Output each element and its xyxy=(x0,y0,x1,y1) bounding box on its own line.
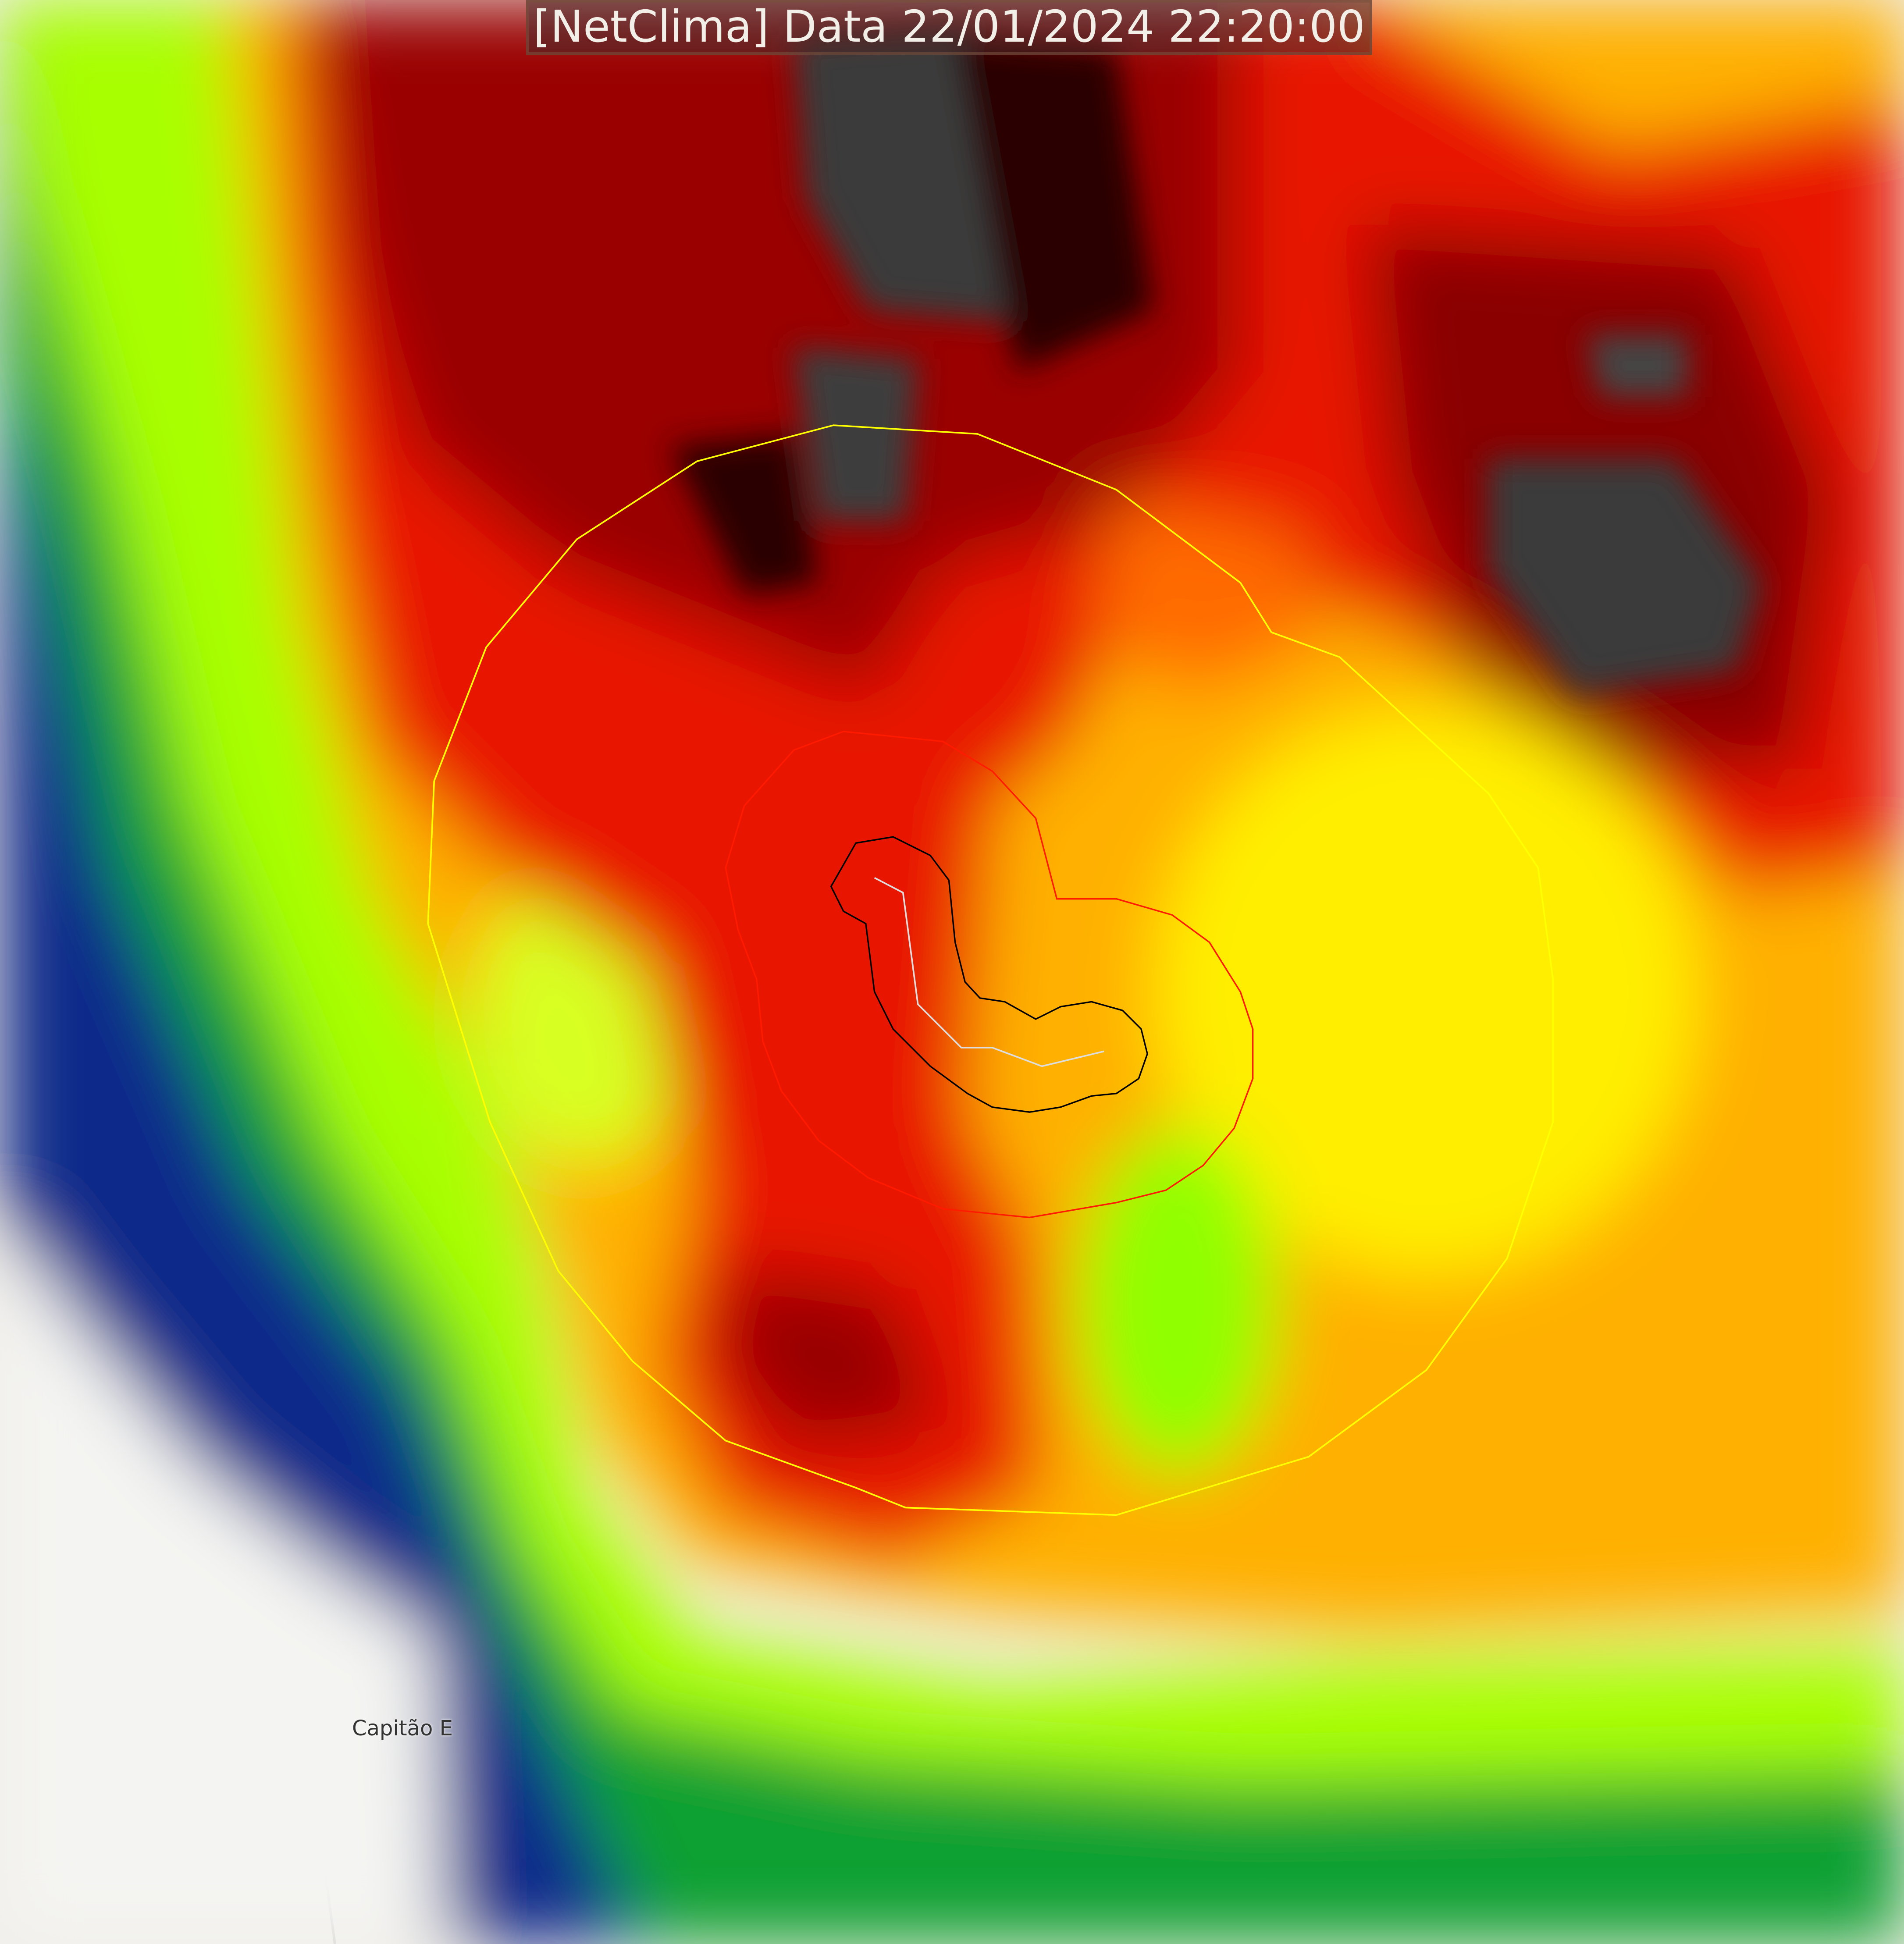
map-title: [NetClima] Data 22/01/2024 22:20:00 xyxy=(526,0,1372,55)
weather-map[interactable] xyxy=(0,0,1904,1944)
place-label: Capitão E xyxy=(352,1716,453,1741)
